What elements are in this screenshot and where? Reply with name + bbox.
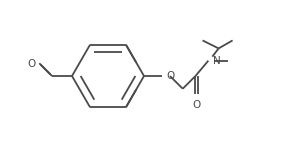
- Text: O: O: [166, 71, 174, 81]
- Text: O: O: [193, 100, 201, 110]
- Text: N: N: [213, 56, 221, 66]
- Text: O: O: [27, 59, 36, 69]
